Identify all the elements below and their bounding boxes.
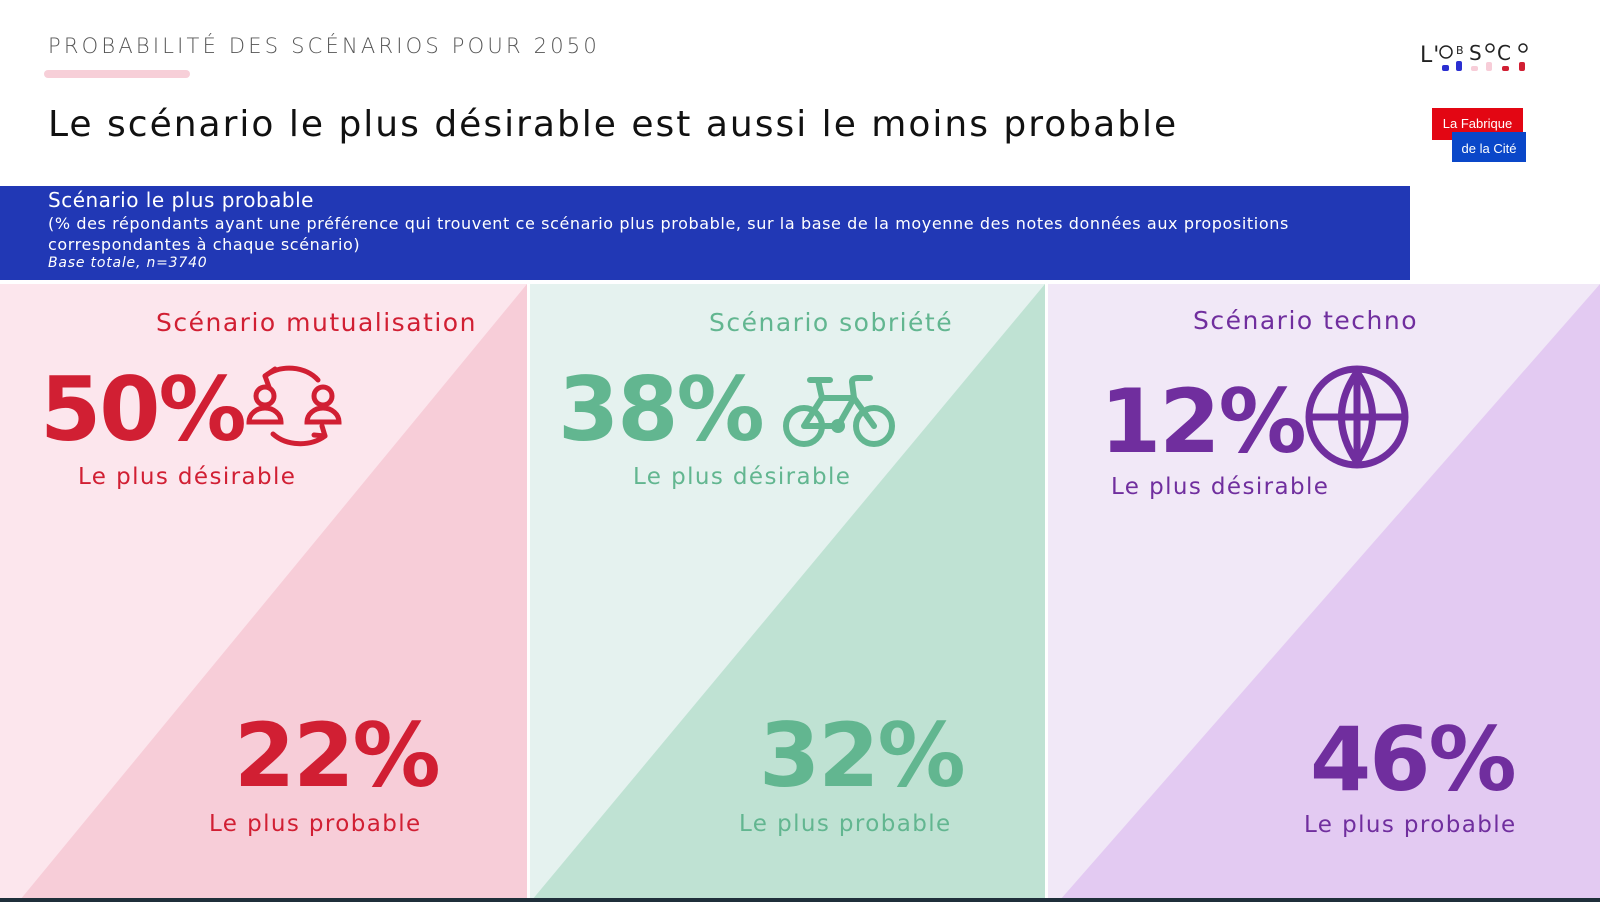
svg-text:L': L': [1420, 43, 1440, 68]
obsoco-logo: L' B S C: [1420, 38, 1532, 78]
fabrique-logo-line2: de la Cité: [1452, 132, 1526, 162]
probable-label: Le plus probable: [739, 811, 952, 837]
page-kicker: PROBABILITÉ DES SCÉNARIOS POUR 2050: [48, 34, 600, 58]
globe-icon: [1304, 364, 1410, 470]
banner-subtitle: (% des répondants ayant une préférence q…: [48, 214, 1289, 254]
banner-base-note: Base totale, n=3740: [48, 255, 208, 271]
banner-title: Scénario le plus probable: [48, 188, 314, 212]
bottom-edge: [0, 898, 1600, 902]
scenario-title: Scénario mutualisation: [156, 308, 477, 337]
probable-percent: 32%: [759, 704, 966, 807]
panel-bg-diagonal: [20, 284, 527, 900]
desirable-percent: 38%: [558, 358, 765, 461]
scenario-title: Scénario techno: [1193, 306, 1419, 335]
panel-bg-diagonal: [1060, 284, 1600, 900]
probable-label: Le plus probable: [1304, 812, 1517, 838]
scenario-panel-sobriete: Scénario sobriété 38% Le plus désirable …: [530, 284, 1045, 900]
desirable-percent: 12%: [1100, 370, 1307, 473]
probable-label: Le plus probable: [209, 811, 422, 837]
probable-percent: 22%: [234, 704, 441, 807]
desirable-label: Le plus désirable: [1111, 474, 1330, 500]
panel-bg-diagonal: [532, 284, 1045, 900]
scenario-panel-techno: Scénario techno 12% Le plus désirable 46…: [1048, 284, 1600, 900]
svg-text:C: C: [1497, 41, 1511, 65]
people-exchange-icon: [243, 364, 349, 454]
desirable-percent: 50%: [40, 358, 247, 461]
scenario-panel-mutualisation: Scénario mutualisation 50% Le plus désir…: [0, 284, 527, 900]
desirable-label: Le plus désirable: [633, 464, 852, 490]
fabrique-logo: La Fabrique de la Cité: [1432, 108, 1528, 166]
svg-text:S: S: [1469, 41, 1482, 65]
svg-text:B: B: [1456, 44, 1464, 57]
page-title: Le scénario le plus désirable est aussi …: [48, 104, 1179, 145]
panel-background: [1048, 284, 1600, 900]
probable-percent: 46%: [1310, 708, 1517, 811]
bicycle-icon: [782, 374, 898, 450]
kicker-underline: [44, 70, 190, 78]
scenario-title: Scénario sobriété: [709, 308, 954, 337]
info-banner: Scénario le plus probable (% des réponda…: [0, 186, 1410, 280]
panel-background: [530, 284, 1045, 900]
desirable-label: Le plus désirable: [78, 464, 297, 490]
